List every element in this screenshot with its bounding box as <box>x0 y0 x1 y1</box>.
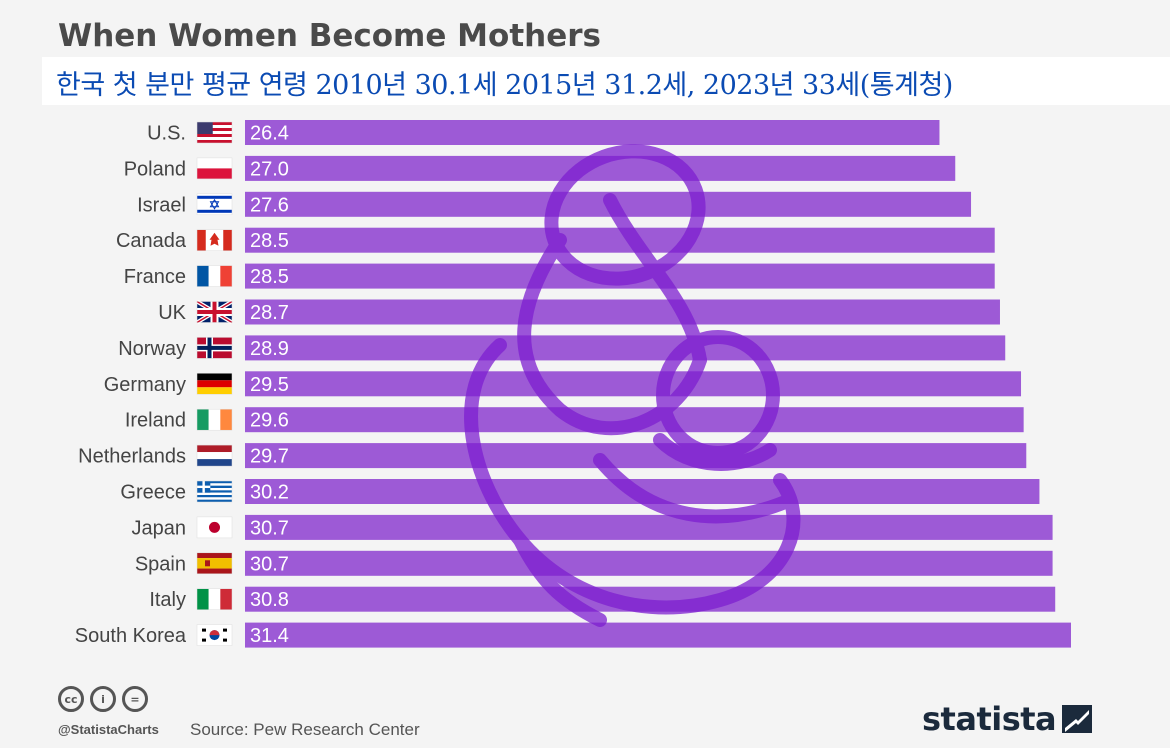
flag-ie-icon <box>196 408 233 431</box>
flag-pl-icon <box>196 157 233 180</box>
flag-ca-icon <box>196 229 233 251</box>
bar-kr <box>245 622 1071 648</box>
bar-no <box>245 335 1006 361</box>
value-label: 30.7 <box>250 553 289 575</box>
country-label: France <box>124 266 186 288</box>
flag-de-icon <box>196 373 233 395</box>
value-labels: 26.4 27.0 27.6 28.5 28.5 28.7 28.9 29.5 29.6 29.7… <box>250 123 289 648</box>
country-label: UK <box>158 302 186 324</box>
value-label: 28.9 <box>250 338 289 360</box>
subtitle: 한국 첫 분만 평균 연령 2010년 30.1세 2015년 31.2세, 2… <box>56 70 953 101</box>
flag-no-icon <box>196 337 233 359</box>
value-label: 31.4 <box>250 625 289 647</box>
country-label: Netherlands <box>78 446 186 468</box>
country-label: Greece <box>120 482 186 504</box>
value-label: 28.5 <box>250 230 289 252</box>
value-label: 30.8 <box>250 589 289 611</box>
brand-name: statista <box>922 700 1057 738</box>
flag-nl-icon <box>196 444 233 467</box>
country-label: U.S. <box>147 123 186 145</box>
flag-kr-icon <box>196 624 233 646</box>
value-label: 29.6 <box>250 410 289 432</box>
value-label: 30.7 <box>250 517 289 539</box>
statista-logo: statista <box>922 700 1093 738</box>
mother-child-watermark-icon <box>464 144 801 627</box>
value-label: 27.6 <box>250 194 289 216</box>
flags <box>195 121 234 646</box>
bar-ca <box>245 227 995 253</box>
value-label: 30.2 <box>250 482 289 504</box>
country-label: Japan <box>132 517 187 539</box>
country-label: Ireland <box>125 410 186 432</box>
flag-il-icon <box>196 193 233 216</box>
value-label: 28.7 <box>250 302 289 324</box>
no-derivatives-icon: = <box>122 686 148 712</box>
chart-title: When Women Become Mothers <box>58 18 601 54</box>
value-label: 28.5 <box>250 266 289 288</box>
source-note: Source: Pew Research Center <box>190 720 420 739</box>
country-label: Germany <box>104 374 186 396</box>
value-label: 26.4 <box>250 123 289 145</box>
attribution-icon: i <box>90 686 116 712</box>
bar-uk <box>245 299 1000 325</box>
flag-us-icon <box>196 121 233 144</box>
flag-it-icon <box>196 588 233 610</box>
cc-icon: cc <box>58 686 84 712</box>
bar-us <box>245 120 940 145</box>
flag-gr-icon <box>196 480 233 503</box>
country-label: Israel <box>137 194 186 216</box>
flag-uk-icon <box>195 299 234 325</box>
bar-nl <box>245 443 1027 469</box>
flag-fr-icon <box>196 265 233 287</box>
value-label: 29.7 <box>250 446 289 468</box>
bar-es <box>245 550 1053 576</box>
country-labels: U.S. Poland Israel Canada France UK Norway Germ… <box>75 123 187 648</box>
flag-jp-icon <box>196 516 233 539</box>
country-label: South Korea <box>75 625 187 647</box>
subtitle-banner: 한국 첫 분만 평균 연령 2010년 30.1세 2015년 31.2세, 2… <box>42 57 1170 105</box>
country-label: Italy <box>149 589 186 611</box>
country-label: Norway <box>118 338 186 360</box>
country-label: Poland <box>124 158 186 180</box>
flag-es-icon <box>196 552 233 575</box>
social-handle: @StatistaCharts <box>58 722 159 737</box>
value-label: 27.0 <box>250 158 289 180</box>
bar-jp <box>245 514 1053 540</box>
value-label: 29.5 <box>250 374 289 396</box>
statista-logo-icon <box>1062 705 1093 733</box>
license-icons: cc i = <box>58 686 148 712</box>
country-label: Canada <box>116 230 187 252</box>
country-label: Spain <box>135 553 186 575</box>
bar-de <box>245 371 1022 397</box>
